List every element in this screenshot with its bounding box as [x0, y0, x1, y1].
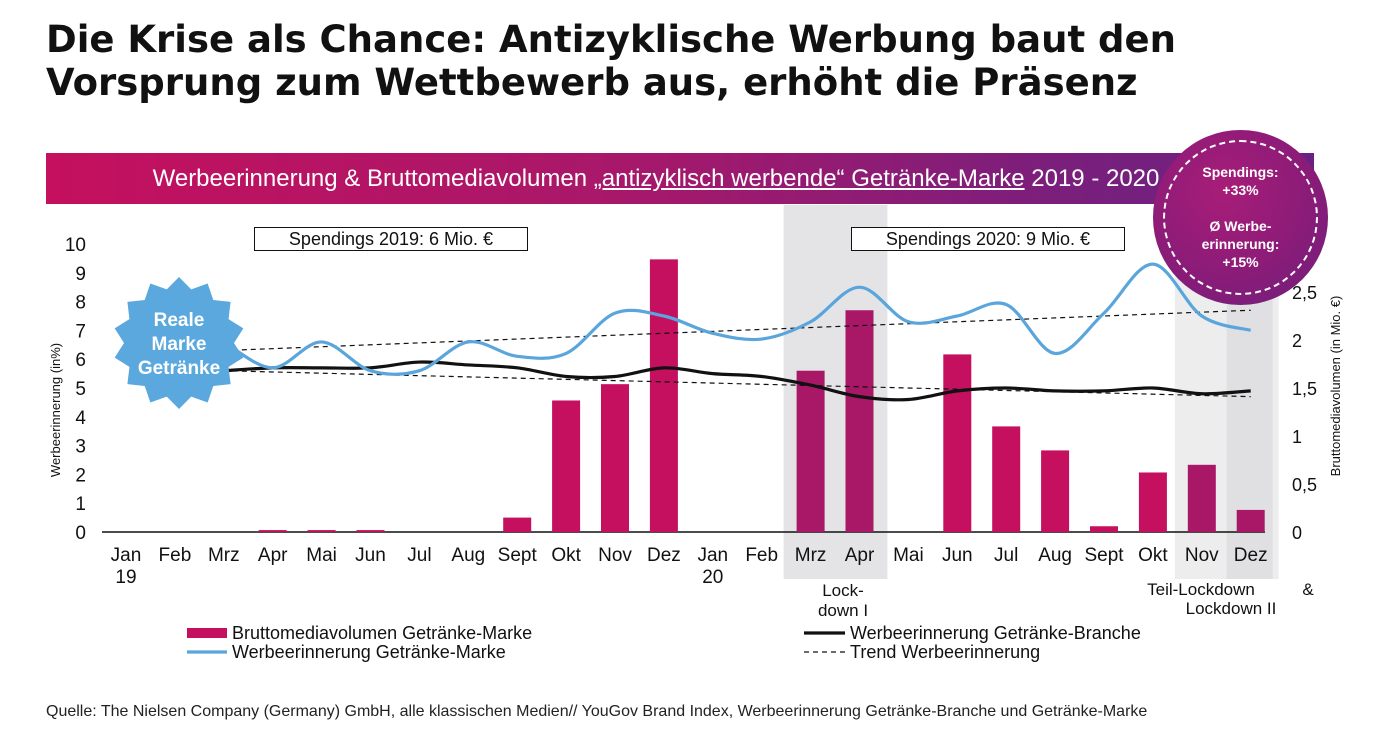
y-left-tick-label: 4 — [75, 408, 86, 429]
bar-22 — [1187, 464, 1216, 532]
y-left-tick-label: 0 — [75, 523, 86, 544]
x-tick-label: Dez — [647, 545, 681, 566]
x-tick-label: Mrz — [208, 545, 240, 566]
y-left-tick-label: 5 — [75, 379, 86, 400]
badge-line-1: Spendings: — [1202, 164, 1279, 180]
y-left-tick-label: 7 — [75, 321, 86, 342]
x-tick-label: Dez — [1234, 545, 1268, 566]
legend-label-black: Werbeerinnerung Getränke-Branche — [850, 623, 1141, 643]
bar-11 — [649, 259, 678, 532]
source-note: Quelle: The Nielsen Company (Germany) Gm… — [46, 703, 1148, 720]
starburst-badge — [114, 277, 244, 409]
x-tick-label: Sept — [498, 545, 538, 566]
line-brand — [222, 262, 1252, 376]
y-left-axis-title: Werbeerinnerung (in%) — [48, 343, 63, 477]
y-right-tick-label: 2,5 — [1292, 283, 1317, 303]
bar-4 — [307, 530, 336, 532]
y-right-tick-label: 0 — [1292, 523, 1302, 543]
x-tick-label: Jan — [697, 545, 728, 566]
x-tick-label: Mrz — [795, 545, 827, 566]
starburst-label: Marke — [152, 334, 207, 355]
x-tick-label: Jul — [994, 545, 1018, 566]
y-left-tick-label: 10 — [65, 235, 86, 256]
x-tick-label: Aug — [1038, 545, 1072, 566]
badge-text: Spendings: +33% Ø Werbe- erinnerung: +15… — [1153, 163, 1328, 271]
y-right-tick-label: 1,5 — [1292, 379, 1317, 399]
lockdown-2-label: Lockdown II — [1186, 599, 1277, 618]
x-tick-label: Nov — [598, 545, 632, 566]
y-right-tick-label: 2 — [1292, 331, 1302, 351]
y-right-axis-title: Bruttomediavolumen (in Mio. €) — [1328, 296, 1343, 477]
bar-18 — [992, 426, 1021, 532]
banner-underlined: „antizyklisch werbende“ Getränke-Marke — [593, 165, 1025, 192]
legend-label-bar: Bruttomediavolumen Getränke-Marke — [232, 623, 532, 643]
chart-banner: Werbeerinnerung & Bruttomediavolumen „an… — [46, 153, 1314, 204]
page-title: Die Krise als Chance: Antizyklische Werb… — [46, 18, 1176, 104]
banner-title: Werbeerinnerung & Bruttomediavolumen „an… — [46, 153, 1266, 204]
bar-21 — [1138, 472, 1167, 532]
x-tick-label: Apr — [258, 545, 288, 566]
x-tick-label: Jun — [942, 545, 973, 566]
lockdown-1-label: down I — [818, 601, 868, 620]
x-tick-label: Mai — [893, 545, 924, 566]
banner-suffix: 2019 - 2020 — [1024, 165, 1160, 192]
bar-17 — [943, 354, 972, 532]
bar-3 — [258, 530, 287, 532]
trend-line-brand — [223, 309, 1251, 352]
lockdown-2-amp: & — [1302, 580, 1314, 599]
x-tick-label: Jun — [355, 545, 386, 566]
bar-14 — [796, 370, 825, 532]
y-left-tick-label: 1 — [75, 494, 86, 515]
badge-line-3: Ø Werbe- — [1209, 218, 1272, 234]
bar-23 — [1236, 509, 1265, 532]
x-tick-label: 19 — [115, 567, 136, 588]
x-tick-label: 20 — [702, 567, 723, 588]
y-left-tick-label: 2 — [75, 465, 86, 486]
x-tick-label: Apr — [845, 545, 875, 566]
badge-dashed-ring — [1163, 140, 1318, 295]
legend-swatch-bar — [187, 628, 227, 638]
bar-15 — [845, 310, 874, 532]
x-tick-label: Nov — [1185, 545, 1219, 566]
bar-10 — [601, 384, 629, 532]
y-right-tick-label: 1 — [1292, 427, 1302, 447]
x-tick-label: Sept — [1084, 545, 1124, 566]
y-right-tick-label: 0,5 — [1292, 475, 1317, 495]
bar-9 — [552, 400, 581, 532]
badge-line-4: erinnerung: — [1201, 236, 1280, 252]
badge-line-5: +15% — [1222, 254, 1259, 270]
x-tick-label: Feb — [159, 545, 192, 566]
x-tick-label: Okt — [1138, 545, 1168, 566]
spendings-2019-box: Spendings 2019: 6 Mio. € — [254, 227, 528, 251]
bar-8 — [503, 517, 532, 532]
bar-20 — [1090, 526, 1118, 532]
x-tick-label: Jul — [407, 545, 431, 566]
starburst-label: Reale — [154, 310, 205, 331]
y-left-tick-label: 8 — [75, 293, 86, 314]
legend-label-blue: Werbeerinnerung Getränke-Marke — [232, 642, 506, 662]
banner-prefix: Werbeerinnerung & Bruttomediavolumen — [152, 165, 594, 192]
bar-19 — [1041, 450, 1070, 532]
lockdown-1-label: Lock- — [822, 581, 864, 600]
bar-5 — [356, 530, 385, 532]
x-tick-label: Okt — [551, 545, 581, 566]
spendings-badge: Spendings: +33% Ø Werbe- erinnerung: +15… — [1153, 130, 1328, 305]
y-left-tick-label: 3 — [75, 437, 86, 458]
x-tick-label: Aug — [451, 545, 485, 566]
lockdown-2-label: Teil-Lockdown — [1147, 580, 1255, 599]
legend-label-trend: Trend Werbeerinnerung — [850, 642, 1040, 662]
x-tick-label: Mai — [306, 545, 337, 566]
y-left-tick-label: 9 — [75, 264, 86, 285]
starburst-label: Getränke — [138, 358, 220, 379]
x-tick-label: Feb — [745, 545, 778, 566]
x-tick-label: Jan — [111, 545, 142, 566]
badge-line-2: +33% — [1222, 182, 1259, 198]
y-left-tick-label: 6 — [75, 350, 86, 371]
line-industry — [223, 360, 1251, 402]
spendings-2020-box: Spendings 2020: 9 Mio. € — [851, 227, 1125, 251]
